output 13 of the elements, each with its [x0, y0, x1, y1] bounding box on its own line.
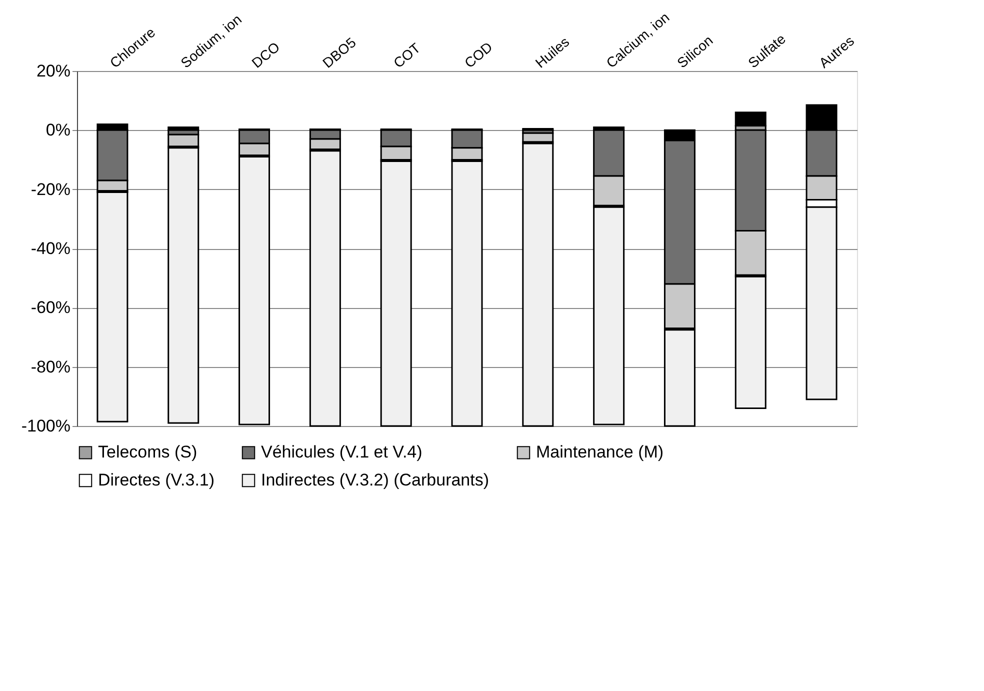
legend-label: Directes (V.3.1): [98, 470, 215, 490]
y-tick-label: 0%: [46, 120, 70, 140]
legend-label: Telecoms (S): [98, 442, 198, 462]
legend-label: Maintenance (M): [536, 442, 664, 462]
y-tick-label: -20%: [30, 180, 70, 199]
y-tick-label: -80%: [30, 357, 70, 376]
x-tick-label: COD: [461, 38, 496, 71]
y-tick-label: -40%: [30, 239, 70, 258]
y-tick-label: 20%: [36, 62, 70, 80]
legend-label: Indirectes (V.3.2) (Carburants): [261, 470, 490, 490]
y-tick-label: -60%: [30, 298, 70, 318]
y-tick-label: -100%: [21, 416, 70, 436]
legend-label: Véhicules (V.1 et V.4): [261, 442, 422, 462]
